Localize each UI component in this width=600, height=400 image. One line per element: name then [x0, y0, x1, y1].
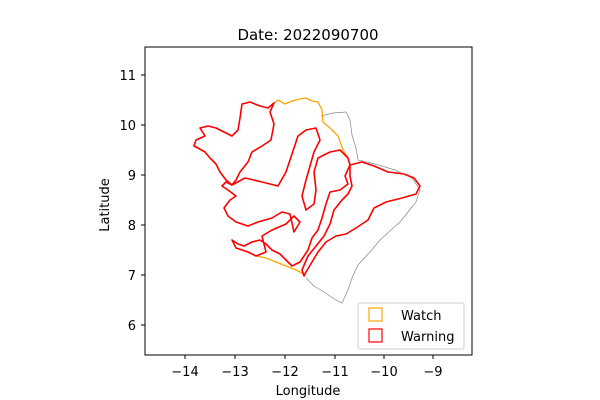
y-tick-label: 10: [119, 119, 136, 134]
warning-area-east: [301, 161, 421, 277]
x-tick-label: −13: [221, 365, 248, 380]
x-tick-label: −12: [271, 365, 298, 380]
x-tick-label: −14: [171, 365, 198, 380]
y-tick-label: 6: [128, 319, 136, 334]
legend-swatch-warning: [368, 328, 383, 343]
x-tick-label: −10: [370, 365, 397, 380]
map-region: [193, 97, 421, 304]
legend-label-warning: Warning: [401, 330, 454, 345]
legend-box: [357, 302, 465, 350]
axes-frame: [144, 46, 473, 356]
watch-area-coast: [255, 255, 305, 275]
warning-area-outline: [193, 101, 275, 186]
x-tick-label: −11: [321, 365, 348, 380]
x-axis-label: Longitude: [276, 384, 341, 399]
y-tick-label: 11: [119, 69, 136, 84]
y-axis-label: Latitude: [98, 178, 113, 232]
legend-swatch-watch: [368, 307, 383, 322]
y-tick-label: 8: [128, 219, 136, 234]
x-axis: −14 −13 −12 −11 −10 −9 Longitude: [171, 355, 443, 399]
watch-area-north: [273, 97, 351, 166]
region-outline: [305, 111, 421, 304]
y-tick-label: 9: [128, 169, 136, 184]
y-tick-label: 7: [128, 269, 136, 284]
map-title: Date: 2022090700: [237, 26, 378, 44]
legend: Watch Warning: [357, 302, 465, 350]
legend-label-watch: Watch: [401, 309, 441, 324]
y-axis: 6 7 8 9 10 11 Latitude: [98, 69, 145, 334]
x-tick-label: −9: [423, 365, 442, 380]
warning-area-central: [221, 127, 351, 267]
